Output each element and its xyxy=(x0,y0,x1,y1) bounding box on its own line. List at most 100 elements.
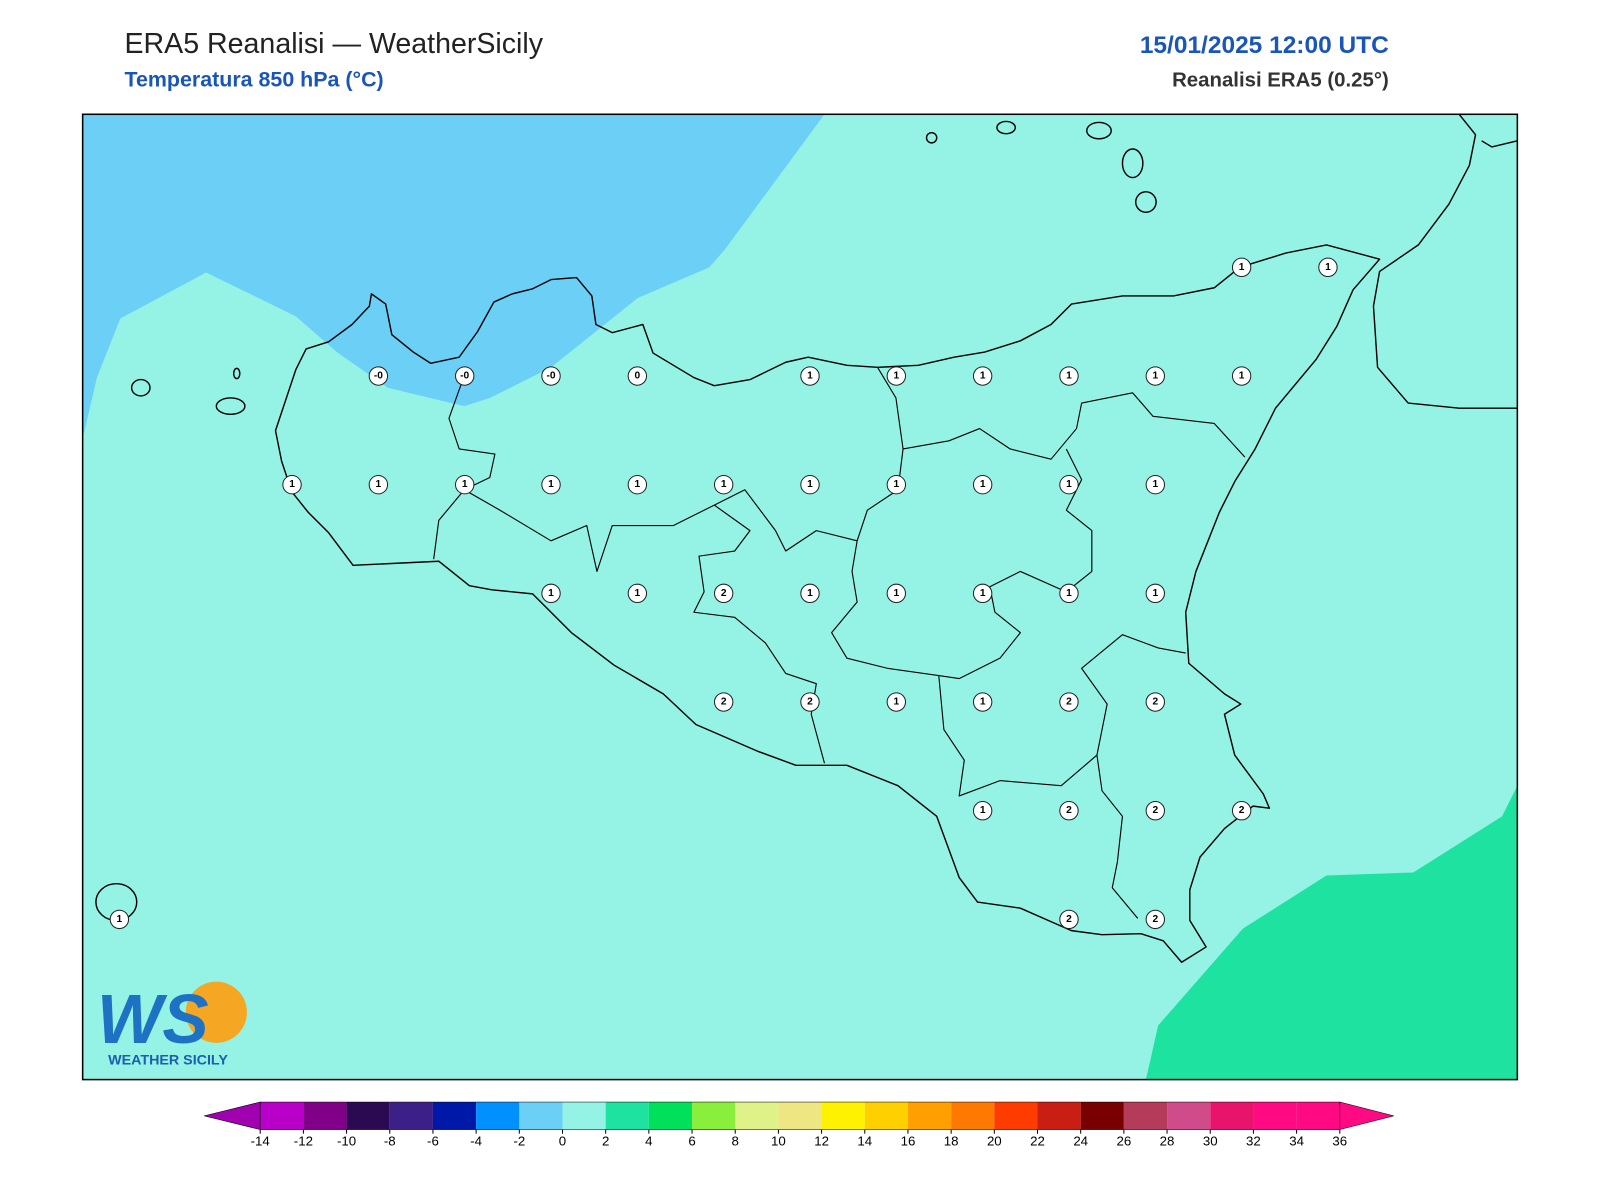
colorbar-segment xyxy=(432,1102,477,1130)
grid-point-value: 1 xyxy=(462,479,468,490)
grid-point: 1 xyxy=(109,909,130,930)
grid-point-value: 1 xyxy=(980,479,986,490)
grid-point-value: 1 xyxy=(1239,262,1245,273)
grid-point: 2 xyxy=(800,692,820,712)
grid-point-value: 2 xyxy=(1239,805,1245,816)
grid-point: 1 xyxy=(454,475,475,495)
colorbar-segment xyxy=(1080,1102,1124,1130)
grid-point: 1 xyxy=(1145,583,1165,604)
grid-point: 1 xyxy=(972,366,993,386)
colorbar-tick-label: 10 xyxy=(771,1133,786,1148)
grid-point: 1 xyxy=(972,583,993,604)
grid-point: 2 xyxy=(1145,909,1165,930)
grid-point-marker xyxy=(1145,909,1165,930)
grid-point-value: 1 xyxy=(980,805,986,816)
grid-point: 1 xyxy=(368,475,389,495)
grid-point: 1 xyxy=(1059,366,1079,386)
colorbar-segment xyxy=(260,1102,304,1130)
grid-point-marker xyxy=(800,475,820,495)
grid-point-marker xyxy=(109,909,130,930)
grid-point-value: 1 xyxy=(980,588,986,599)
grid-point: 1 xyxy=(1231,366,1252,386)
grid-point-marker xyxy=(1059,692,1079,712)
colorbar-segment xyxy=(605,1102,649,1130)
logo-text: WEATHER SICILY xyxy=(108,1052,228,1068)
colorbar-tick-label: 22 xyxy=(1030,1133,1045,1148)
logo-sun xyxy=(185,981,247,1043)
map-area: 1 1 -0 -0 -0 0 1 1 1 1 1 1 1 1 1 1 1 1 1 1 1 1 1 1 1 2 1 1 1 1 1 2 2 1 1 2 2… xyxy=(81,113,1519,1081)
grid-point: 2 xyxy=(1231,801,1252,821)
grid-point: 2 xyxy=(1145,692,1165,712)
grid-point-value: 1 xyxy=(1239,371,1245,382)
grid-point-marker xyxy=(454,366,475,386)
grid-point-value: 1 xyxy=(893,588,899,599)
grid-point-marker xyxy=(1145,366,1165,386)
colorbar-tick-label: 4 xyxy=(645,1133,652,1148)
colorbar-segment xyxy=(1123,1102,1168,1130)
grid-point-marker xyxy=(627,366,648,386)
grid-point-value: 2 xyxy=(807,697,813,708)
grid-point: 1 xyxy=(1231,257,1252,278)
colorbar-tick-label: 0 xyxy=(559,1133,566,1148)
map-subtitle: Temperatura 850 hPa (°C) xyxy=(124,68,383,92)
grid-point-value: 1 xyxy=(980,697,986,708)
grid-point-marker xyxy=(972,692,993,712)
grid-point: 1 xyxy=(972,692,993,712)
grid-point-marker xyxy=(368,366,389,386)
colorbar-segment xyxy=(389,1102,433,1130)
grid-point-marker xyxy=(1059,909,1079,930)
colorbar-tick-label: 14 xyxy=(857,1133,872,1148)
colorbar-tick-label: 2 xyxy=(602,1133,609,1148)
grid-point-value: 1 xyxy=(117,914,123,925)
colorbar-tick-label: 24 xyxy=(1073,1133,1088,1148)
colorbar-segment xyxy=(1296,1102,1340,1130)
colorbar-segment xyxy=(907,1102,952,1130)
grid-point: 1 xyxy=(282,475,302,495)
grid-point-value: 2 xyxy=(1152,914,1158,925)
colorbar-tick-label: 28 xyxy=(1160,1133,1175,1148)
grid-point-marker xyxy=(541,583,561,604)
colorbar-tick-label: 32 xyxy=(1246,1133,1261,1148)
grid-point: 1 xyxy=(886,475,907,495)
grid-point-value: 2 xyxy=(1152,805,1158,816)
colorbar-segment xyxy=(346,1102,390,1130)
grid-point-marker xyxy=(627,475,648,495)
colorbar-segment xyxy=(994,1102,1038,1130)
grid-point-marker xyxy=(1145,583,1165,604)
colorbar-segment xyxy=(821,1102,865,1130)
grid-point: 1 xyxy=(1318,257,1338,278)
grid-point: 1 xyxy=(1145,366,1165,386)
grid-point-marker xyxy=(454,475,475,495)
grid-point: 1 xyxy=(1059,475,1079,495)
map-datetime: 15/01/2025 12:00 UTC xyxy=(1140,32,1389,59)
grid-point-marker xyxy=(1318,257,1338,278)
colorbar-tick-label: -4 xyxy=(470,1133,482,1148)
grid-point-marker xyxy=(627,583,648,604)
grid-point-marker xyxy=(1231,366,1252,386)
grid-point-marker xyxy=(282,475,302,495)
map-source: Reanalisi ERA5 (0.25°) xyxy=(1172,70,1389,92)
grid-point-value: 2 xyxy=(1066,914,1072,925)
grid-point: 0 xyxy=(627,366,648,386)
colorbar-tick-label: 12 xyxy=(814,1133,829,1148)
grid-point: 2 xyxy=(713,583,734,604)
colorbar-tick-label: 26 xyxy=(1117,1133,1132,1148)
colorbar-tick-label: 18 xyxy=(944,1133,959,1148)
colorbar-segment xyxy=(476,1102,520,1130)
grid-point-marker xyxy=(972,475,993,495)
grid-point: 2 xyxy=(1059,692,1079,712)
grid-point-marker xyxy=(886,475,907,495)
colorbar-segment xyxy=(562,1102,606,1130)
islands xyxy=(95,120,1157,922)
grid-point-value: 2 xyxy=(721,697,727,708)
colorbar-tick-label: -14 xyxy=(251,1133,270,1148)
grid-point-value: 1 xyxy=(893,479,899,490)
colorbar-segment xyxy=(1253,1102,1297,1130)
grid-point: 1 xyxy=(886,692,907,712)
map-title: ERA5 Reanalisi — WeatherSicily xyxy=(124,28,543,60)
colorbar-segment xyxy=(519,1102,563,1130)
grid-point-marker xyxy=(972,583,993,604)
colorbar-tick-label: 6 xyxy=(688,1133,695,1148)
grid-point-marker xyxy=(713,583,734,604)
